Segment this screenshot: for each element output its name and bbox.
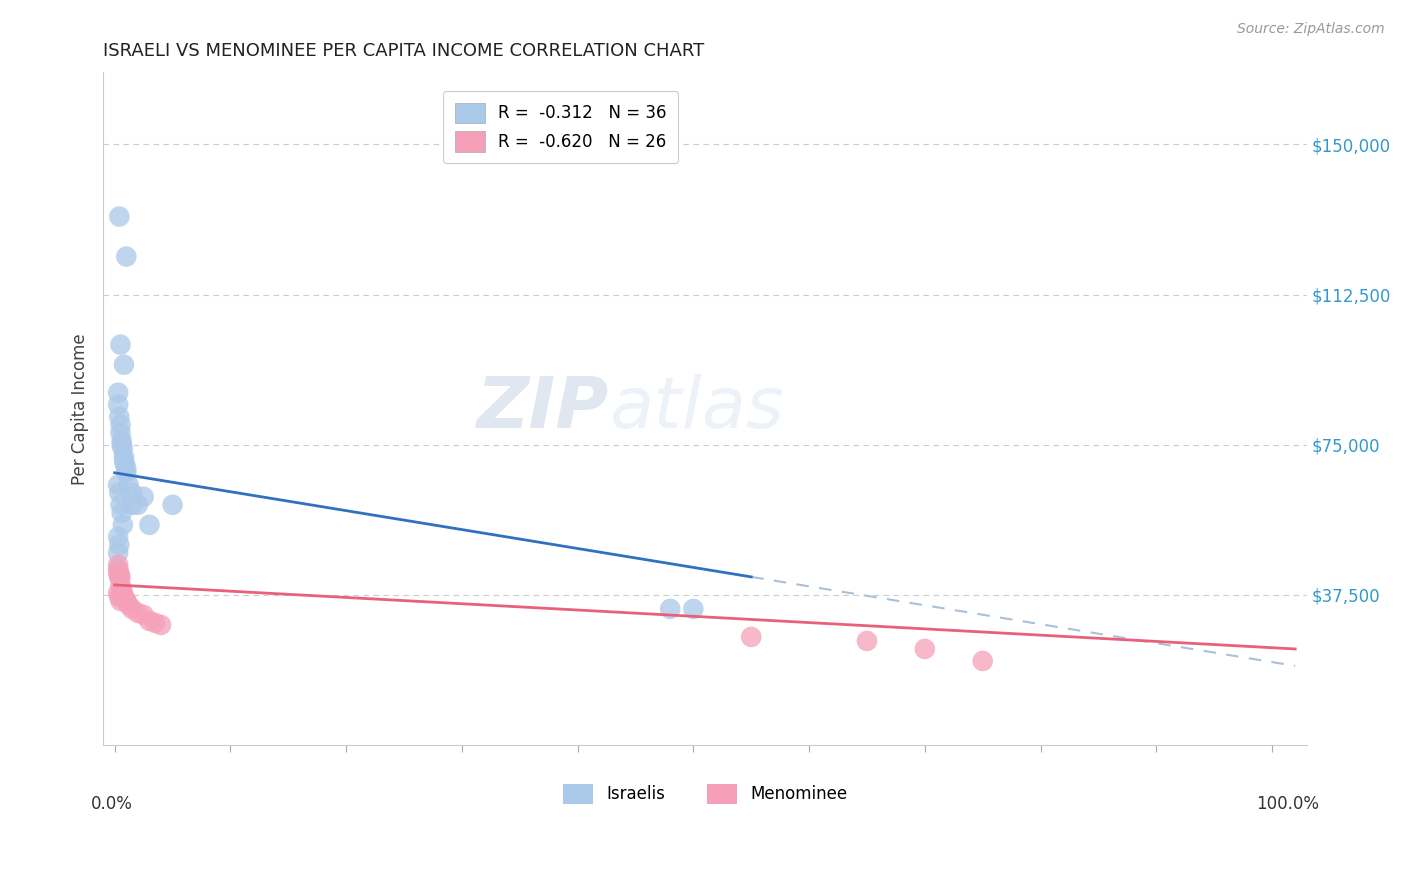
Point [121,485,143,500]
Point [112,454,135,468]
Point [117,478,139,492]
Point [110,578,132,592]
Point [682,602,704,616]
Point [115,466,138,480]
Point [107,562,129,576]
Point [914,642,936,657]
Point [112,358,135,372]
Point [121,498,143,512]
Point [110,594,132,608]
Text: ISRAELI VS MENOMINEE PER CAPITA INCOME CORRELATION CHART: ISRAELI VS MENOMINEE PER CAPITA INCOME C… [103,42,704,60]
Text: Source: ZipAtlas.com: Source: ZipAtlas.com [1237,22,1385,37]
Point [111,438,134,452]
Point [115,594,138,608]
Point [107,530,129,544]
Point [114,458,136,472]
Text: ZIP: ZIP [477,375,609,443]
Point [162,498,184,512]
Point [117,598,139,612]
Point [138,614,160,628]
Point [111,582,134,596]
Point [108,566,131,580]
Point [108,485,131,500]
Point [115,250,138,264]
Text: 0.0%: 0.0% [91,796,134,814]
Point [112,590,135,604]
Legend: Israelis, Menominee: Israelis, Menominee [557,777,853,811]
Point [111,442,134,456]
Point [108,570,131,584]
Point [112,450,135,464]
Point [659,602,682,616]
Point [110,498,132,512]
Point [127,498,149,512]
Point [856,634,879,648]
Point [108,409,131,424]
Point [107,566,129,580]
Point [110,570,132,584]
Point [110,425,132,440]
Point [108,210,131,224]
Point [132,490,155,504]
Point [107,398,129,412]
Point [111,434,134,448]
Point [972,654,994,668]
Point [110,417,132,432]
Point [111,586,134,600]
Text: atlas: atlas [609,375,783,443]
Point [107,478,129,492]
Point [143,615,166,630]
Point [107,546,129,560]
Point [132,607,155,622]
Point [115,462,138,476]
Point [108,570,131,584]
Point [127,606,149,620]
Point [138,517,160,532]
Point [107,586,129,600]
Point [108,538,131,552]
Point [111,506,134,520]
Point [114,591,136,606]
Point [111,588,134,602]
Y-axis label: Per Capita Income: Per Capita Income [72,333,89,484]
Point [108,590,131,604]
Point [107,385,129,400]
Text: 100.0%: 100.0% [1256,796,1319,814]
Point [740,630,762,644]
Point [107,558,129,572]
Point [150,618,173,632]
Point [121,602,143,616]
Point [111,517,134,532]
Point [110,337,132,351]
